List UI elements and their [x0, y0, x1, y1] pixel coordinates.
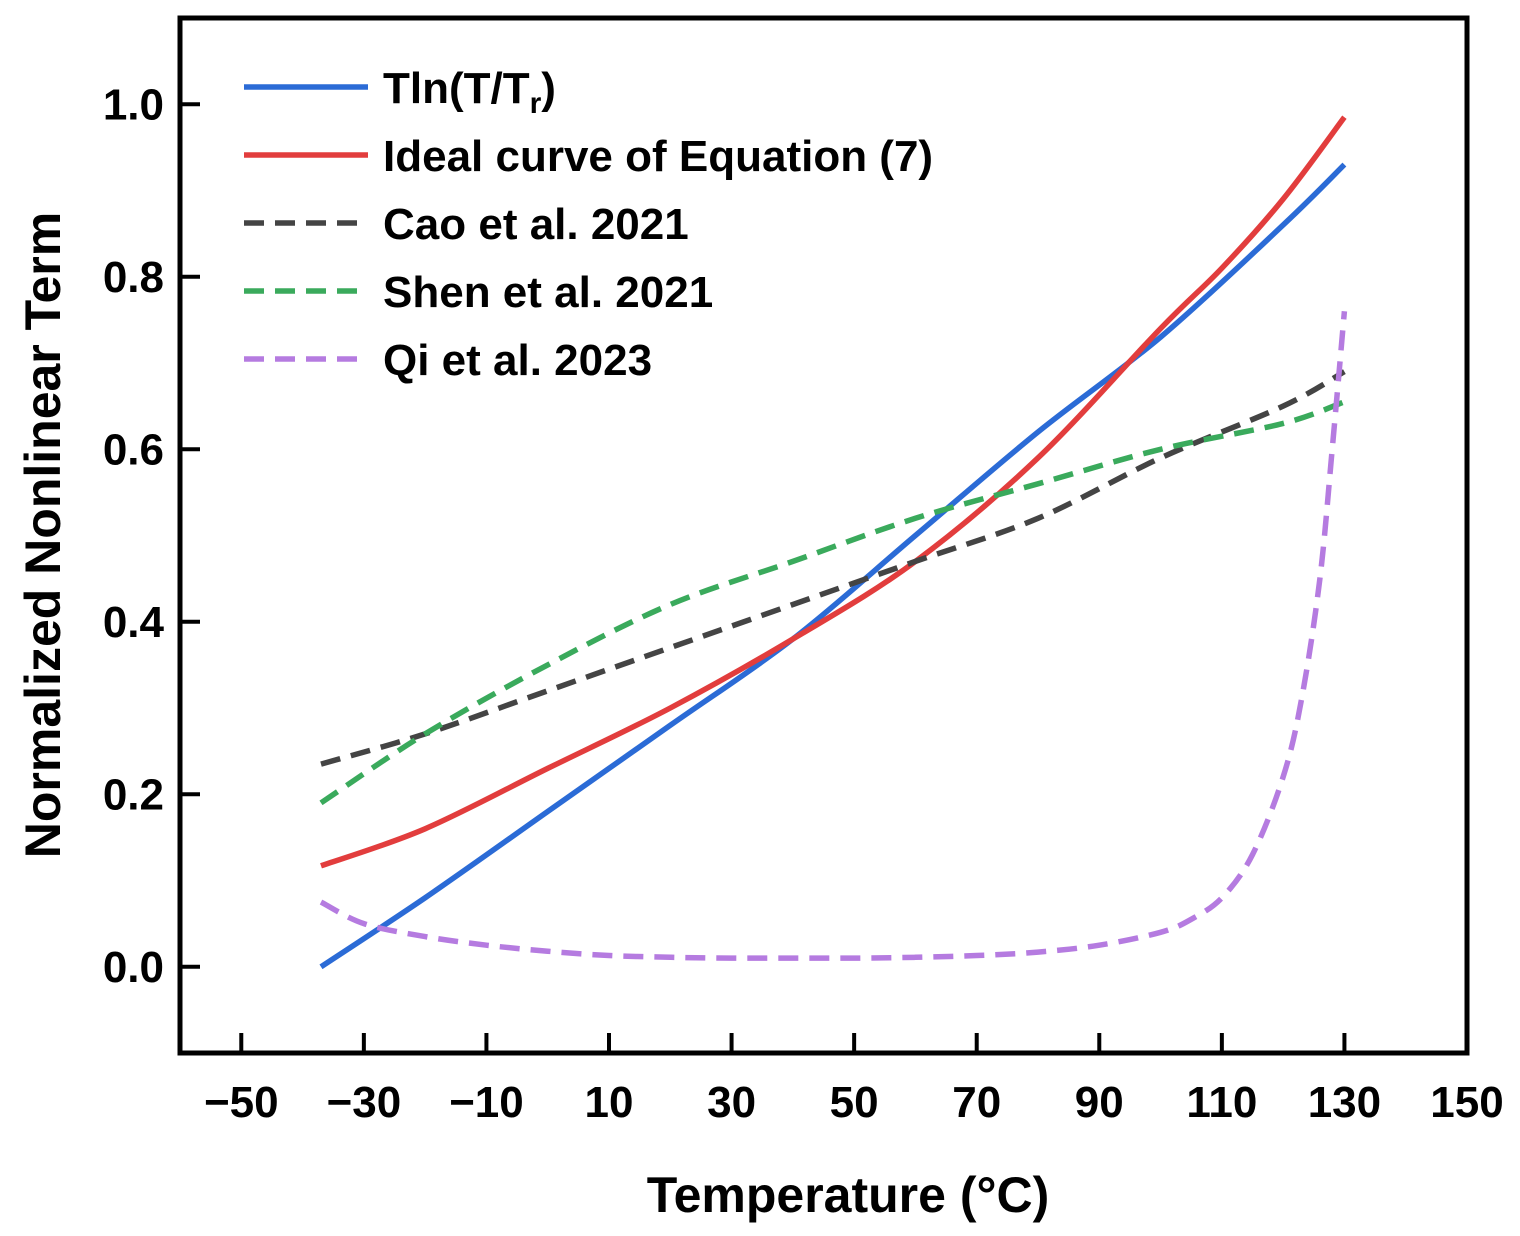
series-line-cao-et-al-2021	[320, 369, 1346, 767]
y-axis-title: Normalized Nonlinear Term	[15, 212, 71, 858]
y-axis-ticks: 0.0 0.2 0.4 0.6 0.8 1.0	[103, 80, 200, 992]
series-line-tln-t-tr	[319, 162, 1347, 970]
x-tick-label: 110	[1186, 1078, 1257, 1127]
x-tick-label: 90	[1075, 1078, 1124, 1127]
x-tick-label: 150	[1430, 1078, 1503, 1127]
y-tick-label: 0.0	[103, 943, 164, 992]
y-tick-label: 0.2	[103, 770, 164, 819]
y-tick-label: 0.4	[103, 598, 165, 647]
plot-lines	[319, 115, 1348, 970]
series-line-qi-et-al-2023	[319, 311, 1348, 961]
legend-label-cao-et-al-2021: Cao et al. 2021	[383, 200, 689, 249]
y-tick-label: 0.6	[103, 425, 164, 474]
x-tick-label: −10	[449, 1078, 524, 1127]
y-tick-label: 0.8	[103, 253, 164, 302]
x-tick-label: −30	[327, 1078, 402, 1127]
x-tick-label: 30	[707, 1078, 756, 1127]
legend-label-shen-et-al-2021: Shen et al. 2021	[383, 268, 713, 317]
x-tick-label: 50	[830, 1078, 879, 1127]
legend: Tln(T/Tr) Ideal curve of Equation (7) Cao …	[244, 64, 933, 385]
plot-frame	[177, 15, 1470, 1056]
x-tick-label: 10	[585, 1078, 634, 1127]
x-axis-title: Temperature (°C)	[647, 1167, 1049, 1223]
x-axis-ticks: −50 −30 −10 10 30 50 70 90 110 130 150	[204, 1033, 1504, 1127]
legend-label-tln-t-tr: Tln(T/Tr)	[383, 64, 556, 120]
x-tick-label: 130	[1308, 1078, 1381, 1127]
x-tick-label: −50	[204, 1078, 279, 1127]
series-line-shen-et-al-2021	[319, 399, 1346, 806]
x-tick-label: 70	[952, 1078, 1001, 1127]
legend-label-qi-et-al-2023: Qi et al. 2023	[383, 336, 652, 385]
y-tick-label: 1.0	[103, 80, 164, 129]
legend-label-ideal-curve-of-equation-7: Ideal curve of Equation (7)	[383, 132, 933, 181]
